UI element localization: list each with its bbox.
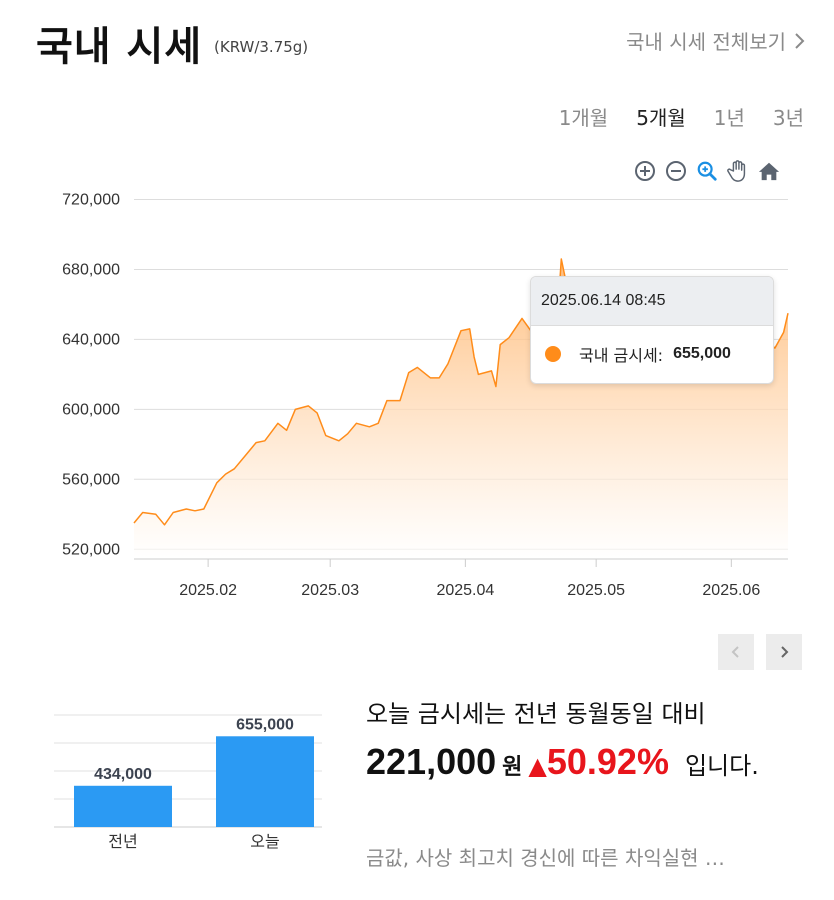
magnifier-zoom-icon[interactable]	[696, 158, 718, 184]
zoom-in-icon[interactable]	[634, 158, 656, 184]
pan-hand-icon[interactable]	[727, 158, 749, 184]
bar-value-label: 434,000	[94, 766, 152, 783]
range-tab-5m[interactable]: 5개월	[636, 106, 686, 130]
y-tick-label: 600,000	[62, 401, 120, 418]
summary-won: 원	[502, 755, 523, 780]
tooltip-value: 655,000	[673, 345, 731, 362]
summary-line2: 221,000 원 ▲50.92% 입니다.	[366, 739, 806, 791]
zoom-out-icon[interactable]	[665, 158, 687, 184]
range-tabs: 1개월 5개월 1년 3년	[559, 102, 804, 131]
chart-toolbar	[634, 158, 780, 184]
range-tab-1y[interactable]: 1년	[713, 106, 745, 130]
bar-category-label: 전년	[108, 832, 137, 851]
summary-line1: 오늘 금시세는 전년 동월동일 대비	[366, 700, 706, 728]
news-headline-link[interactable]: 금값, 사상 최고치 경신에 따른 차익실현 …	[366, 846, 725, 870]
y-axis: 720,000 680,000 640,000 600,000 560,000 520,0…	[62, 191, 120, 558]
x-tick-label: 2025.03	[301, 582, 359, 599]
view-all-label: 국내 시세 전체보기	[626, 30, 786, 54]
chevron-right-icon	[781, 646, 789, 658]
chevron-right-icon	[795, 32, 805, 49]
bar-category-label: 오늘	[250, 832, 279, 851]
next-button[interactable]	[766, 634, 802, 670]
chevron-left-icon	[731, 646, 739, 658]
x-tick-label: 2025.02	[179, 582, 237, 599]
x-tick-label: 2025.06	[702, 582, 760, 599]
chart-tooltip: 2025.06.14 08:45 국내 금시세: 655,000	[530, 276, 774, 384]
comparison-bar-chart: 434,000 전년 655,000 오늘	[54, 714, 322, 851]
summary-suffix: 입니다.	[684, 752, 759, 780]
prev-button[interactable]	[718, 634, 754, 670]
range-tab-1m[interactable]: 1개월	[558, 106, 609, 130]
y-tick-label: 680,000	[62, 261, 120, 278]
range-tab-3y[interactable]: 3년	[772, 106, 804, 130]
view-all-link[interactable]: 국내 시세 전체보기	[626, 26, 806, 55]
x-axis: 2025.02 2025.03 2025.04 2025.05 2025.06	[134, 558, 788, 599]
x-tick-label: 2025.04	[436, 582, 494, 599]
summary-percent: 50.92%	[546, 741, 669, 782]
home-reset-icon[interactable]	[758, 158, 780, 184]
tooltip-body: 국내 금시세: 655,000	[531, 326, 773, 382]
up-arrow-icon: ▲	[528, 752, 547, 780]
y-tick-label: 720,000	[62, 191, 120, 208]
y-tick-label: 520,000	[62, 541, 120, 558]
bar	[74, 785, 172, 827]
series-dot-icon	[545, 346, 561, 362]
price-chart[interactable]: 720,000 680,000 640,000 600,000 560,000 520,0…	[0, 180, 834, 610]
x-tick-label: 2025.05	[567, 582, 625, 599]
unit-label: (KRW/3.75g)	[214, 38, 309, 56]
summary-text: 오늘 금시세는 전년 동월동일 대비 221,000 원 ▲50.92% 입니다.	[366, 694, 806, 791]
page-title: 국내 시세	[36, 24, 203, 70]
y-tick-label: 560,000	[62, 471, 120, 488]
tooltip-series-name: 국내 금시세:	[579, 346, 664, 365]
bar	[216, 736, 314, 827]
bar-value-label: 655,000	[236, 716, 294, 733]
y-tick-label: 640,000	[62, 331, 120, 348]
summary-amount: 221,000	[366, 741, 497, 782]
tooltip-date: 2025.06.14 08:45	[531, 277, 773, 326]
